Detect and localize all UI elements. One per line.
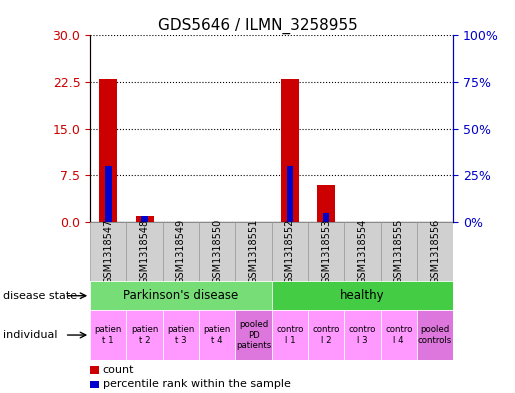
Bar: [235, 310, 272, 360]
Bar: [163, 310, 199, 360]
Bar: [323, 213, 330, 222]
Text: GDS5646 / ILMN_3258955: GDS5646 / ILMN_3258955: [158, 18, 357, 34]
Text: individual: individual: [3, 330, 57, 340]
Bar: [344, 310, 381, 360]
Text: GSM1318549: GSM1318549: [176, 219, 186, 284]
Bar: [90, 281, 272, 310]
Bar: [417, 222, 453, 281]
Bar: [127, 310, 163, 360]
Bar: [272, 310, 308, 360]
Text: pooled
controls: pooled controls: [418, 325, 452, 345]
Bar: [272, 281, 453, 310]
Text: GSM1318554: GSM1318554: [357, 219, 367, 284]
Bar: [308, 310, 344, 360]
Bar: [135, 216, 153, 222]
Bar: [90, 222, 127, 281]
Text: disease state: disease state: [3, 291, 77, 301]
Text: pooled
PD
patients: pooled PD patients: [236, 320, 271, 350]
Bar: [199, 310, 235, 360]
Bar: [281, 79, 299, 222]
Text: patien
t 4: patien t 4: [203, 325, 231, 345]
Text: patien
t 1: patien t 1: [95, 325, 122, 345]
Text: GSM1318555: GSM1318555: [394, 219, 404, 284]
Bar: [163, 222, 199, 281]
Text: Parkinson's disease: Parkinson's disease: [123, 289, 238, 302]
Text: patien
t 3: patien t 3: [167, 325, 195, 345]
Text: GSM1318553: GSM1318553: [321, 219, 331, 284]
Bar: [99, 79, 117, 222]
Text: count: count: [103, 365, 134, 375]
Text: contro
l 3: contro l 3: [349, 325, 376, 345]
Text: GSM1318550: GSM1318550: [212, 219, 222, 284]
Bar: [317, 185, 335, 222]
Bar: [308, 222, 344, 281]
Bar: [90, 366, 99, 374]
Text: GSM1318551: GSM1318551: [249, 219, 259, 284]
Bar: [286, 166, 293, 222]
Text: percentile rank within the sample: percentile rank within the sample: [103, 379, 290, 389]
Bar: [235, 222, 272, 281]
Text: contro
l 4: contro l 4: [385, 325, 413, 345]
Bar: [381, 222, 417, 281]
Bar: [105, 166, 112, 222]
Bar: [90, 310, 127, 360]
Text: patien
t 2: patien t 2: [131, 325, 158, 345]
Text: GSM1318556: GSM1318556: [430, 219, 440, 284]
Bar: [127, 222, 163, 281]
Bar: [90, 381, 99, 388]
Text: GSM1318548: GSM1318548: [140, 219, 149, 284]
Bar: [417, 310, 453, 360]
Text: contro
l 2: contro l 2: [313, 325, 340, 345]
Text: GSM1318552: GSM1318552: [285, 219, 295, 284]
Text: contro
l 1: contro l 1: [276, 325, 303, 345]
Bar: [141, 217, 148, 222]
Text: healthy: healthy: [340, 289, 385, 302]
Bar: [272, 222, 308, 281]
Bar: [199, 222, 235, 281]
Bar: [381, 310, 417, 360]
Bar: [344, 222, 381, 281]
Text: GSM1318547: GSM1318547: [104, 219, 113, 284]
